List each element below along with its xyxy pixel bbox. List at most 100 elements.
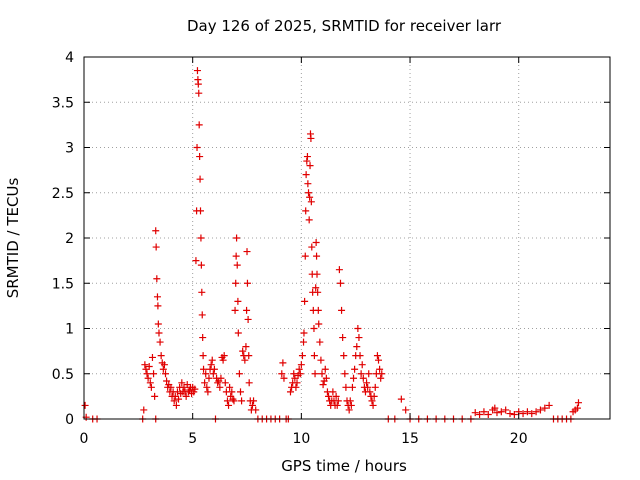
data-point (250, 397, 258, 405)
data-point (497, 408, 505, 416)
data-point (197, 261, 205, 269)
data-point (196, 175, 204, 183)
data-point (193, 144, 201, 151)
data-point (484, 410, 492, 418)
data-point (376, 365, 384, 373)
data-point (332, 392, 340, 400)
data-point (480, 408, 488, 416)
data-point (302, 207, 310, 215)
data-point (292, 383, 300, 391)
data-point (145, 363, 153, 371)
data-point (293, 379, 301, 387)
data-point (278, 370, 286, 378)
data-point (334, 397, 342, 405)
data-point (338, 306, 346, 314)
data-point (245, 379, 253, 387)
data-point (286, 388, 294, 396)
data-point (528, 410, 536, 418)
data-point (199, 352, 207, 360)
y-tick-label: 0.5 (52, 367, 74, 383)
data-point (523, 408, 531, 416)
data-point (312, 239, 320, 247)
data-point (232, 252, 240, 260)
data-point (156, 338, 164, 346)
data-point (167, 383, 175, 391)
data-point (146, 379, 154, 387)
data-point (314, 306, 322, 314)
data-point (252, 406, 260, 414)
data-point (198, 288, 206, 296)
data-point (397, 395, 405, 403)
data-point (152, 227, 160, 235)
data-point (155, 329, 163, 337)
data-point (236, 388, 244, 396)
axis-ticks (83, 56, 610, 420)
data-point (205, 374, 213, 382)
data-point (519, 410, 527, 418)
data-point (345, 406, 353, 414)
data-point (319, 381, 327, 389)
data-point (223, 397, 231, 405)
data-point (307, 198, 315, 206)
data-point (295, 365, 303, 373)
x-tick-label: 15 (401, 431, 419, 447)
data-point (574, 399, 582, 407)
data-point (313, 270, 321, 278)
data-point (194, 80, 202, 88)
data-point (305, 189, 313, 197)
data-point (163, 377, 171, 385)
data-point (198, 311, 206, 319)
data-point (230, 397, 238, 405)
data-point (317, 356, 325, 364)
y-tick-labels: 0 0.5 1 1.5 2 2.5 3 3.5 4 (52, 50, 74, 428)
data-point (241, 356, 249, 364)
y-tick-label: 4 (65, 50, 74, 66)
data-point (350, 374, 358, 382)
data-point (336, 279, 344, 287)
data-point (325, 392, 333, 400)
data-point (305, 216, 313, 224)
data-point (371, 383, 379, 391)
x-tick-label: 20 (510, 431, 528, 447)
data-point (196, 153, 204, 161)
data-point (199, 334, 207, 342)
data-point (356, 352, 364, 360)
data-point (304, 180, 312, 188)
data-point (151, 392, 159, 400)
data-point (359, 374, 367, 382)
data-point (353, 343, 361, 351)
data-point (377, 374, 385, 382)
data-point (341, 370, 349, 378)
data-point (235, 370, 243, 378)
data-point (402, 406, 410, 414)
data-point (536, 406, 544, 414)
data-point (182, 392, 190, 400)
data-point (300, 338, 308, 346)
x-tick-label: 10 (292, 431, 310, 447)
data-point (178, 379, 186, 387)
data-point (342, 383, 350, 391)
data-point (351, 365, 359, 373)
y-tick-label: 3 (65, 141, 74, 157)
data-point (195, 121, 203, 129)
data-point (210, 365, 218, 373)
data-point (373, 352, 381, 360)
data-point (378, 370, 386, 378)
data-point (300, 329, 308, 337)
data-point (232, 279, 240, 287)
y-axis-label: SRMTID / TECUs (4, 178, 22, 299)
y-tick-label: 2.5 (52, 186, 74, 202)
data-point (322, 374, 330, 382)
data-point (234, 329, 242, 337)
data-point (141, 361, 149, 369)
data-point (329, 388, 337, 396)
data-point (302, 171, 310, 179)
data-point (209, 370, 217, 378)
data-point (301, 252, 309, 260)
data-point (243, 306, 251, 314)
data-point (364, 383, 372, 391)
data-point (221, 379, 229, 387)
data-point (297, 361, 305, 369)
data-point (491, 404, 499, 412)
